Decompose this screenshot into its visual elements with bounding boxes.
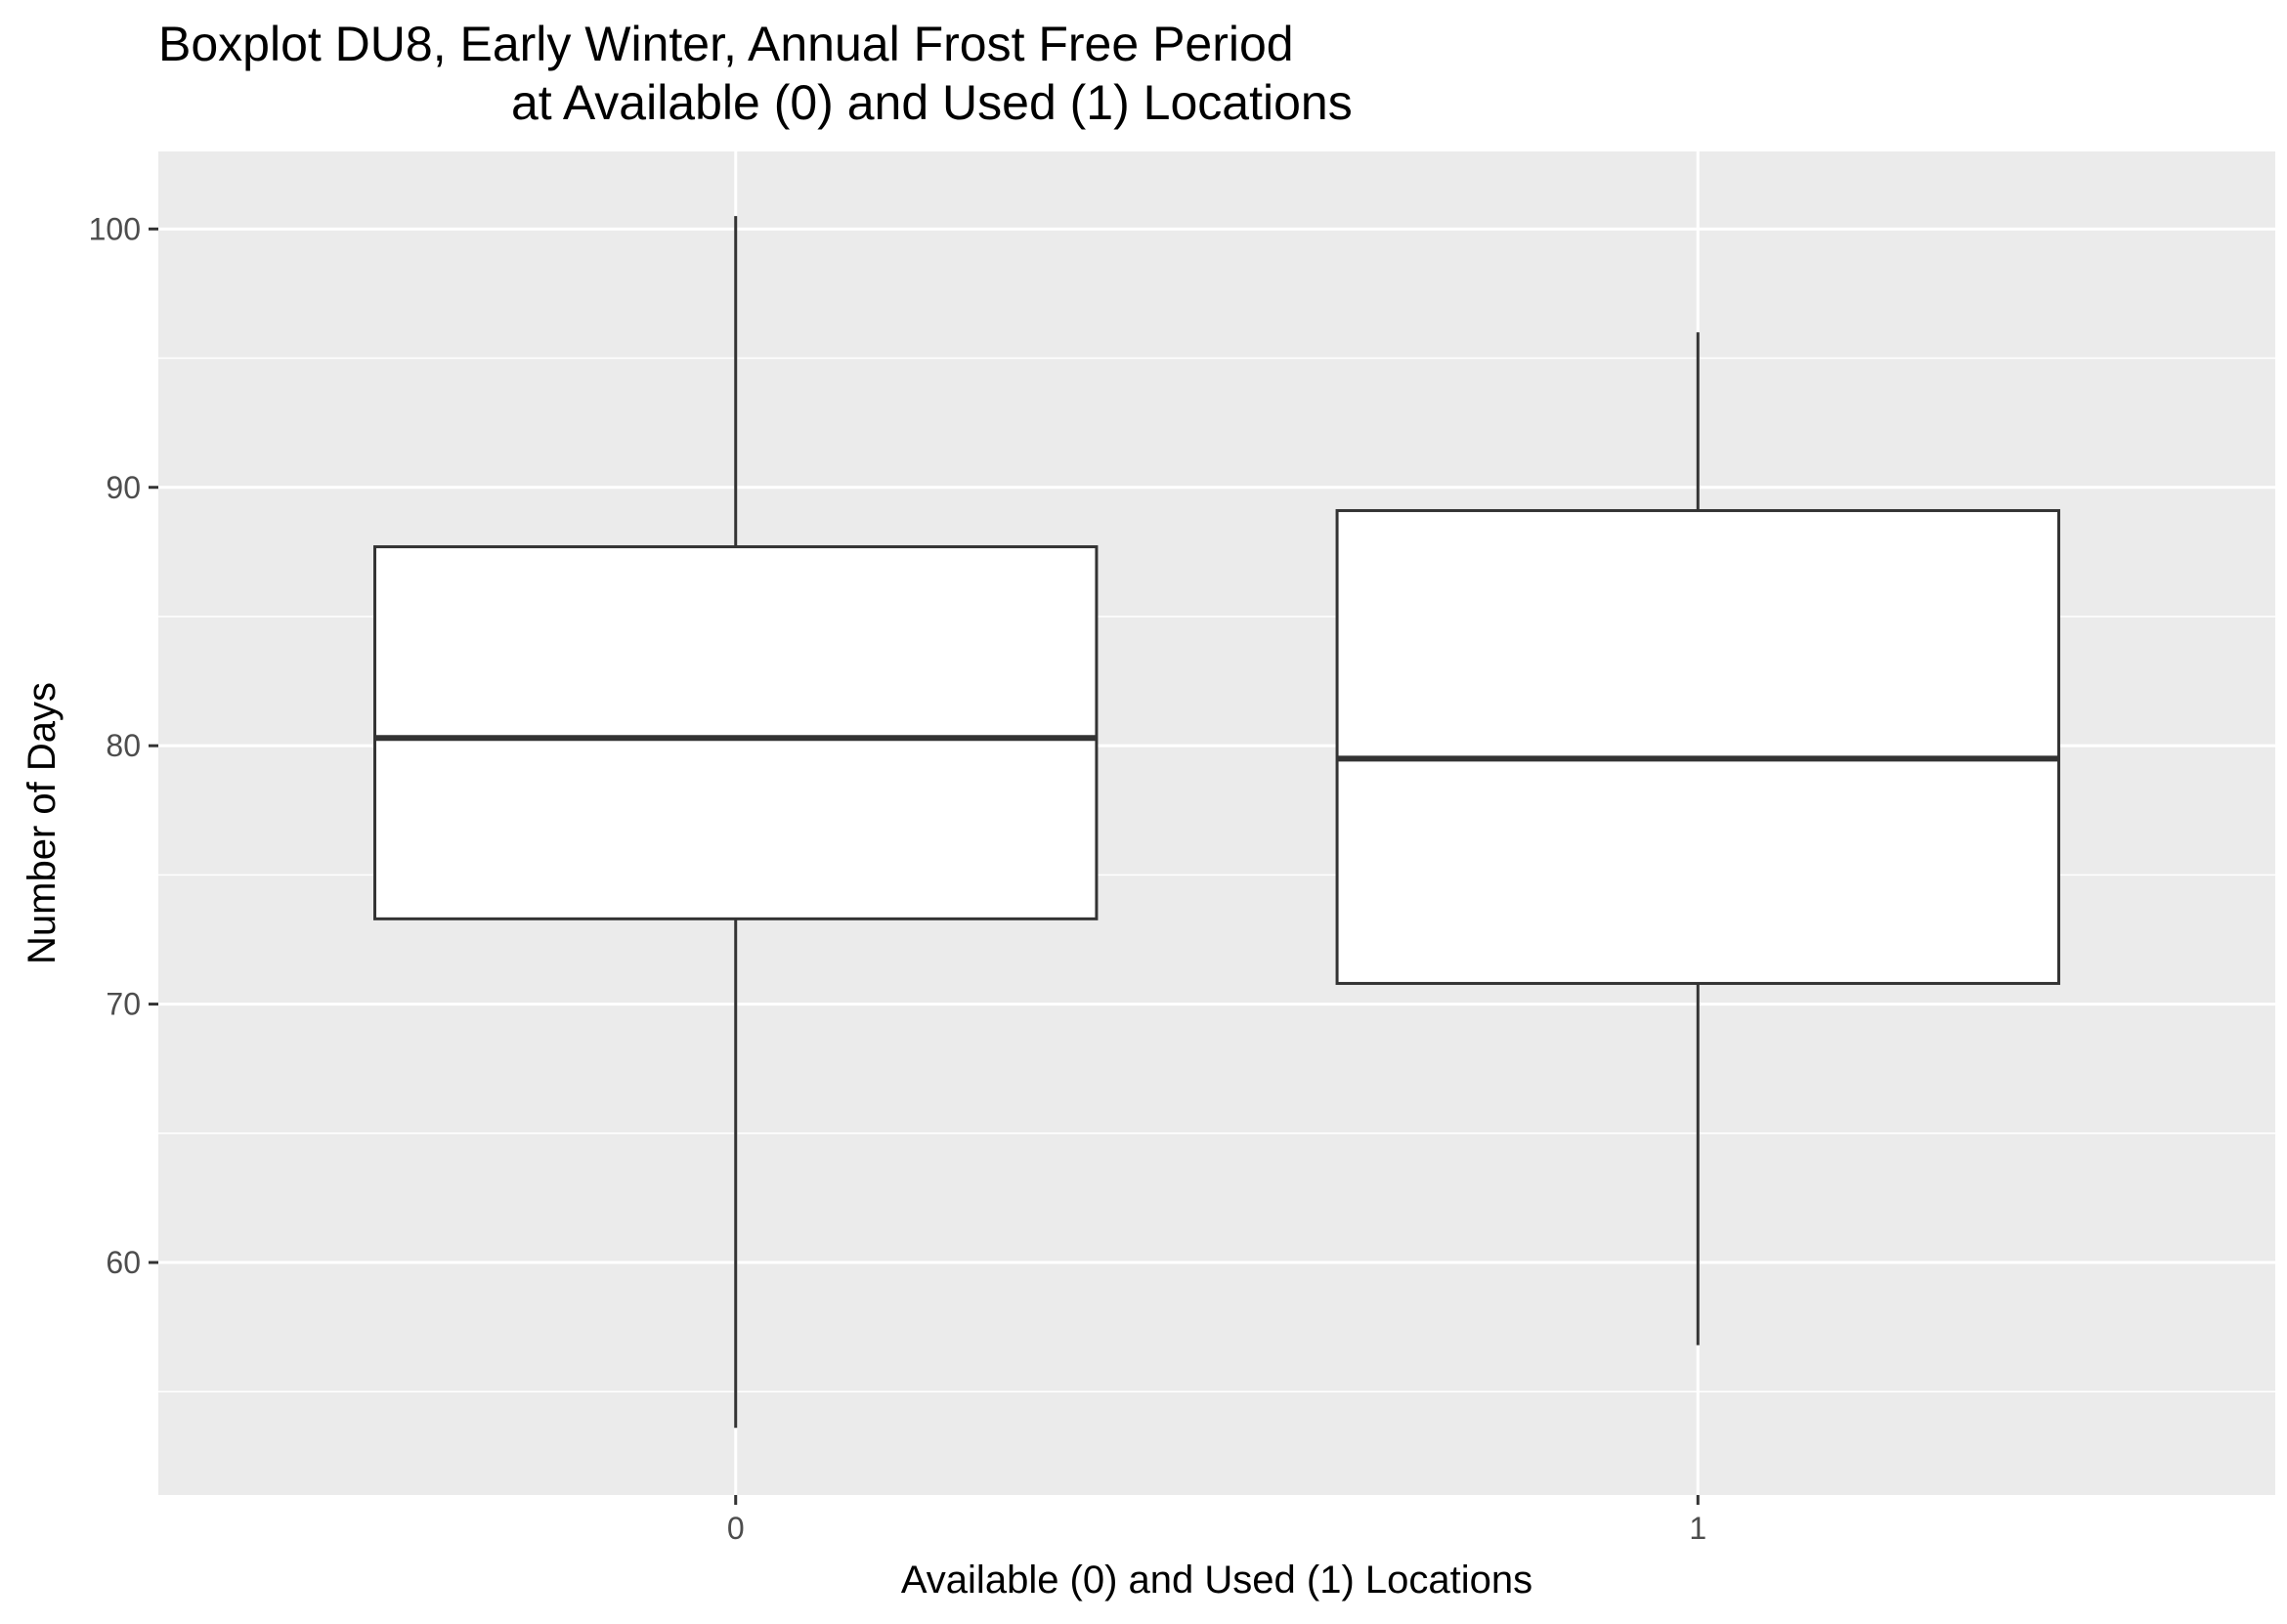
x-tick-label: 1 bbox=[1689, 1511, 1706, 1546]
y-tick-label: 90 bbox=[106, 470, 141, 505]
y-axis: 60 70 80 90 100 bbox=[89, 211, 158, 1280]
chart-title-line-2: at Available (0) and Used (1) Locations bbox=[511, 75, 1353, 130]
y-tick-label: 80 bbox=[106, 728, 141, 763]
boxes-layer bbox=[373, 216, 2060, 1429]
chart-title-line-1: Boxplot DU8, Early Winter, Annual Frost … bbox=[158, 17, 1294, 71]
box-iqr bbox=[373, 545, 1099, 920]
x-tick-label: 0 bbox=[727, 1511, 745, 1546]
box-1 bbox=[1335, 332, 2060, 1346]
box-iqr bbox=[1335, 509, 2060, 985]
y-axis-title: Number of Days bbox=[21, 682, 64, 964]
y-tick-label: 70 bbox=[106, 987, 141, 1022]
y-tick-label: 60 bbox=[106, 1245, 141, 1280]
box-0 bbox=[373, 216, 1099, 1429]
y-tick-label: 100 bbox=[89, 211, 141, 246]
x-axis-title: Available (0) and Used (1) Locations bbox=[901, 1559, 1532, 1602]
